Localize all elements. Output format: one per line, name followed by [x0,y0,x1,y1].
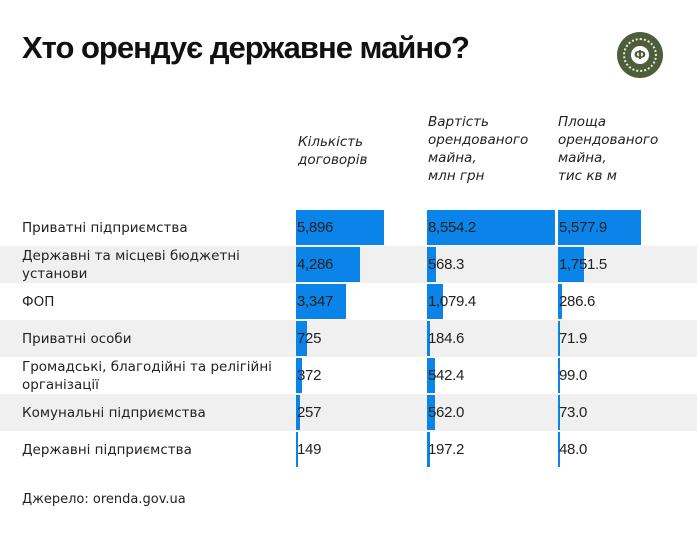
page-title: Хто орендує державне майно? [22,30,470,65]
column-header-area: Площа орендованого майна, тис кв м [558,114,659,184]
value-label: 197.2 [428,441,465,458]
value-label: 8,554.2 [428,219,476,236]
column-header-contracts: Кількість договорів [298,134,368,168]
value-label: 3,347 [297,293,334,310]
bar-area [558,247,585,282]
value-label: 5,577.9 [559,219,607,236]
bar-area [558,284,563,319]
bar-area [558,432,560,467]
bar-value [427,358,436,393]
value-label: 149 [297,441,322,458]
value-label: 4,286 [297,256,334,273]
bar-area [558,321,560,356]
value-label: 562.0 [428,404,465,421]
value-label: 725 [297,330,322,347]
value-label: 184.6 [428,330,465,347]
bar-contracts [296,247,360,282]
bar-value [427,210,555,245]
table-row: ФОП 3,347 1,079.4 286.6 [0,283,697,320]
table-row: Державні та місцеві бюджетні установи 4,2… [0,246,697,283]
value-label: 568.3 [428,256,465,273]
column-header-value: Вартість орендованого майна, млн грн [428,114,529,184]
value-label: 1,079.4 [428,293,476,310]
value-label: 71.9 [559,330,587,347]
bar-value [427,247,436,282]
value-label: 257 [297,404,322,421]
bar-value [427,395,436,430]
row-label: Комунальні підприємства [22,404,206,421]
value-label: 1,751.5 [559,256,607,273]
bar-value [427,321,430,356]
bar-value [427,432,430,467]
bar-contracts [296,432,299,467]
table-row: Приватні особи 725 184.6 71.9 [0,320,697,357]
row-label: Державні підприємства [22,441,192,458]
row-label: Приватні особи [22,330,132,347]
bar-area [558,395,560,430]
bar-contracts [296,284,346,319]
value-label: 372 [297,367,322,384]
bar-value [427,284,444,319]
logo-icon: Ф [617,32,663,78]
value-label: 73.0 [559,404,587,421]
value-label: 48.0 [559,441,587,458]
table-row: Приватні підприємства 5,896 8,554.2 5,577.9 [0,209,697,246]
value-label: 286.6 [559,293,596,310]
logo-mark: Ф [631,46,649,64]
bar-contracts [296,321,307,356]
bar-contracts [296,210,384,245]
row-label: Державні та місцеві бюджетні установи [22,247,240,282]
row-label: ФОП [22,293,55,310]
table-row: Державні підприємства 149 197.2 48.0 [0,431,697,468]
bar-area [558,210,641,245]
row-label: Громадські, благодійні та релігійні орга… [22,358,272,393]
value-label: 5,896 [297,219,334,236]
logo-ring [623,38,657,72]
table-row: Громадські, благодійні та релігійні орга… [0,357,697,394]
row-label: Приватні підприємства [22,219,188,236]
bar-contracts [296,395,300,430]
source-note: Джерело: orenda.gov.ua [22,492,186,507]
bar-area [558,358,560,393]
table-row: Комунальні підприємства 257 562.0 73.0 [0,394,697,431]
value-label: 99.0 [559,367,587,384]
bar-contracts [296,358,302,393]
value-label: 542.4 [428,367,465,384]
